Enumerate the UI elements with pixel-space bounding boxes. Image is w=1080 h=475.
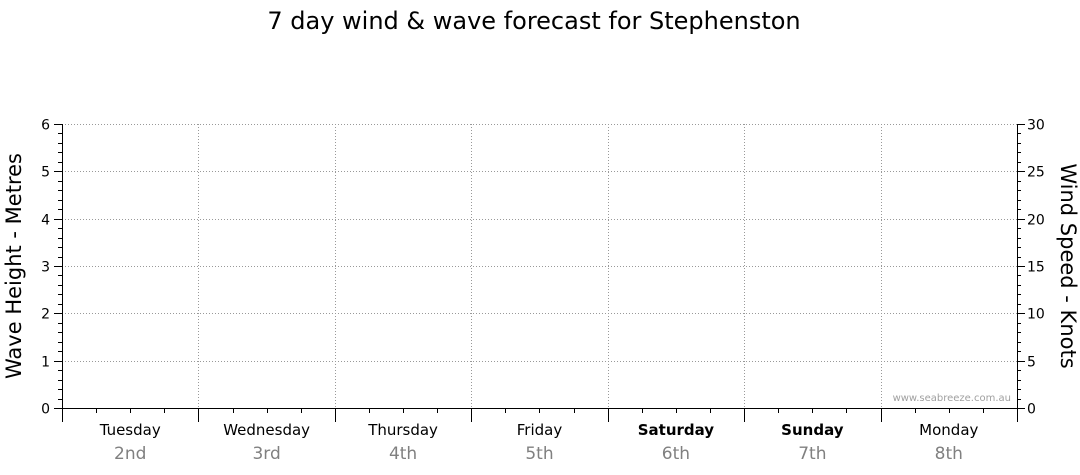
right-tick-label: 0	[1027, 402, 1036, 418]
day-name-label: Monday	[919, 421, 978, 439]
right-tick-label: 25	[1027, 165, 1045, 181]
left-axis-ticks: 0 1 2 3 4 5 6	[41, 118, 62, 418]
day-name-label: Thursday	[367, 421, 438, 439]
left-tick-label: 2	[41, 307, 50, 323]
day-name-label: Wednesday	[223, 421, 310, 439]
left-tick-label: 6	[41, 118, 50, 134]
right-tick-label: 10	[1027, 307, 1045, 323]
right-tick-label: 15	[1027, 260, 1045, 276]
right-axis-ticks: 0 5 10 15 20 25 30	[1017, 118, 1045, 418]
day-name-label: Friday	[517, 421, 563, 439]
day-date-label: 6th	[662, 444, 690, 464]
day-date-label: 7th	[798, 444, 826, 464]
day-labels: Tuesday 2nd Wednesday 3rd Thursday 4th Friday 5…	[99, 421, 979, 464]
axes	[62, 124, 1018, 422]
day-date-label: 8th	[935, 444, 963, 464]
day-date-label: 3rd	[252, 444, 280, 464]
left-tick-label: 3	[41, 260, 50, 276]
right-tick-label: 20	[1027, 213, 1045, 229]
day-date-label: 2nd	[114, 444, 146, 464]
y-axis-label-left: Wave Height - Metres	[2, 153, 26, 379]
watermark: www.seabreeze.com.au	[893, 393, 1011, 404]
day-name-label: Tuesday	[99, 421, 161, 439]
right-tick-label: 30	[1027, 118, 1045, 134]
day-name-label: Saturday	[638, 421, 715, 439]
grid-lines	[62, 124, 1017, 408]
right-tick-label: 5	[1027, 355, 1036, 371]
day-date-label: 4th	[389, 444, 417, 464]
chart-title: 7 day wind & wave forecast for Stephenst…	[267, 7, 800, 35]
left-tick-label: 0	[41, 402, 50, 418]
left-tick-label: 1	[41, 355, 50, 371]
y-axis-label-right: Wind Speed - Knots	[1056, 163, 1080, 368]
left-tick-label: 4	[41, 213, 50, 229]
left-tick-label: 5	[41, 165, 50, 181]
day-name-label: Sunday	[781, 421, 844, 439]
day-date-label: 5th	[525, 444, 553, 464]
